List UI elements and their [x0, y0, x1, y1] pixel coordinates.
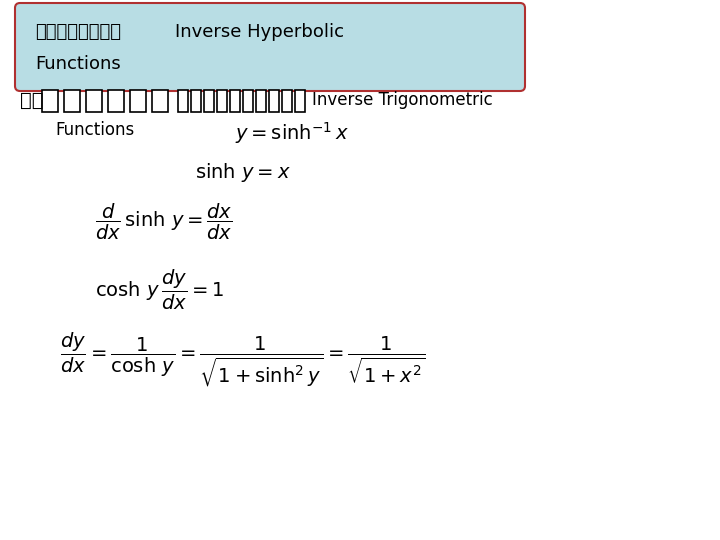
Text: $\sinh\, y = x$: $\sinh\, y = x$ — [195, 160, 291, 184]
Text: $\cosh\, y\,\dfrac{dy}{dx} = 1$: $\cosh\, y\,\dfrac{dy}{dx} = 1$ — [95, 268, 224, 312]
Text: หา: หา — [20, 91, 43, 110]
Text: Functions: Functions — [35, 55, 121, 73]
Bar — [64, 90, 80, 112]
Bar — [230, 90, 240, 112]
Text: $\dfrac{dy}{dx} = \dfrac{1}{\cosh\, y} = \dfrac{1}{\sqrt{1+\sinh^2 y}} = \dfrac{: $\dfrac{dy}{dx} = \dfrac{1}{\cosh\, y} =… — [60, 331, 426, 389]
Bar — [243, 90, 253, 112]
Bar — [282, 90, 292, 112]
Text: $y = \sinh^{-1} x$: $y = \sinh^{-1} x$ — [235, 120, 349, 146]
Text: Inverse Trigonometric: Inverse Trigonometric — [312, 91, 492, 109]
Bar — [42, 90, 58, 112]
Bar — [108, 90, 124, 112]
Bar — [269, 90, 279, 112]
Text: Inverse Hyperbolic: Inverse Hyperbolic — [175, 23, 344, 41]
Bar — [86, 90, 102, 112]
Text: $\dfrac{d}{dx}\,\sinh\, y = \dfrac{dx}{dx}$: $\dfrac{d}{dx}\,\sinh\, y = \dfrac{dx}{d… — [95, 202, 233, 242]
Bar — [178, 90, 188, 112]
Text: Functions: Functions — [55, 121, 134, 139]
Text: อนพนธของ: อนพนธของ — [35, 23, 121, 41]
Bar — [295, 90, 305, 112]
Bar — [191, 90, 201, 112]
Bar — [204, 90, 214, 112]
Bar — [152, 90, 168, 112]
Bar — [130, 90, 146, 112]
Bar — [256, 90, 266, 112]
Bar — [217, 90, 227, 112]
FancyBboxPatch shape — [15, 3, 525, 91]
